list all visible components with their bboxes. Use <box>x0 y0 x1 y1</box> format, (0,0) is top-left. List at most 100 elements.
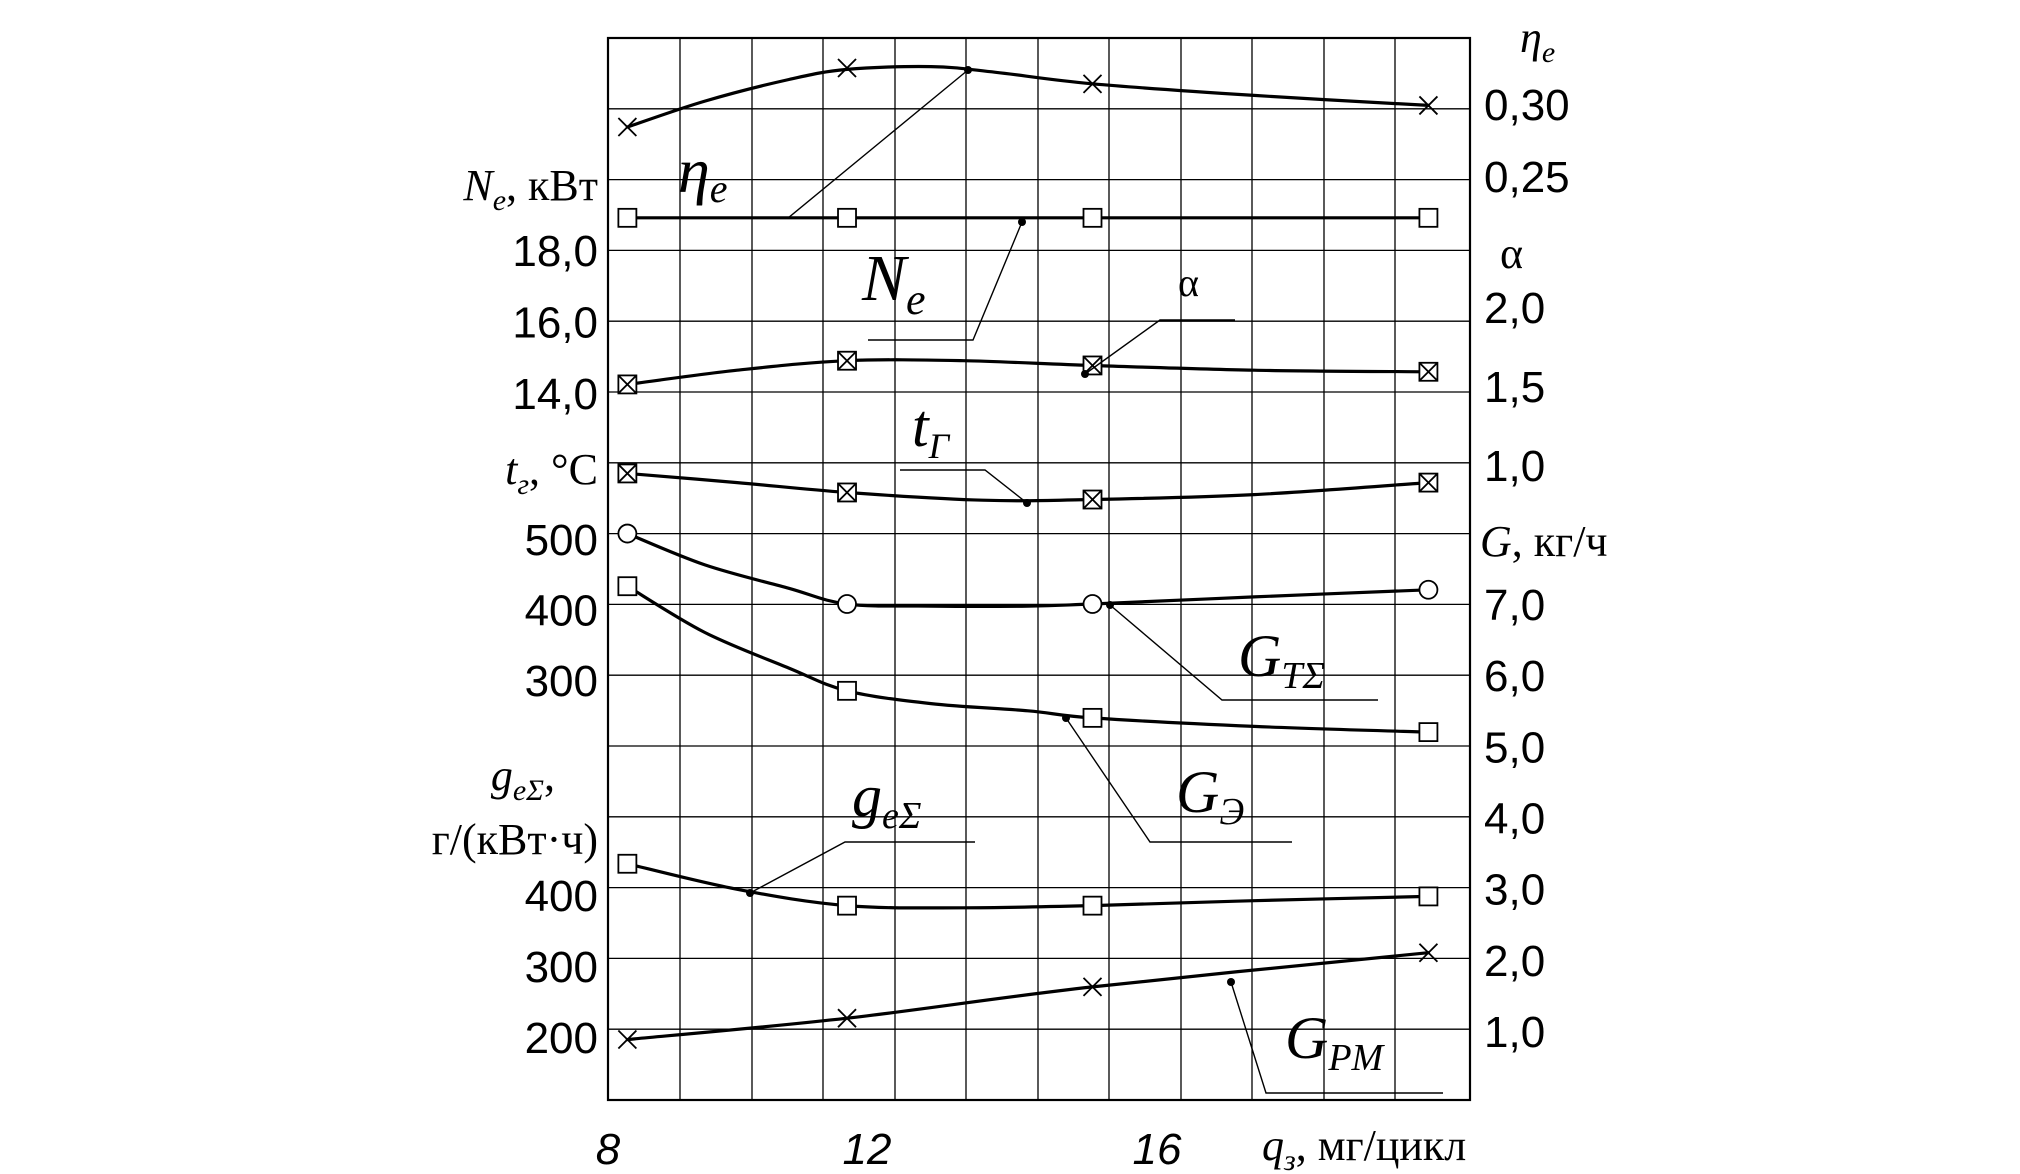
series-t_g <box>617 463 1439 510</box>
series-line-eta_e <box>625 64 1430 129</box>
leader-g-pm <box>1230 981 1443 1094</box>
leader-t-g <box>900 469 1028 504</box>
callout-dot-t-g <box>1023 499 1031 507</box>
right-tick-label: 5,0 <box>1484 723 1545 772</box>
series-alpha <box>617 350 1439 395</box>
callout-dot-g-es <box>746 889 754 897</box>
x-tick-label: 12 <box>843 1125 892 1174</box>
series-G_PM <box>617 943 1439 1050</box>
data-point-G_E <box>1418 722 1439 742</box>
grid <box>608 38 1470 1100</box>
data-point-g_eS <box>1082 895 1103 916</box>
x-axis-title: qз, мг/цикл <box>1262 1121 1466 1174</box>
x-axis-unit: , мг/цикл <box>1296 1121 1467 1170</box>
data-point-t_g <box>617 463 638 484</box>
series-label-eta-e: ηe <box>678 135 728 211</box>
left-axis-title-tg: tг, °С <box>505 445 598 501</box>
callout-dot-n-e <box>1018 218 1026 226</box>
right-tick-label: 7,0 <box>1484 581 1545 630</box>
series-label-g-e: GЭ <box>1176 759 1244 833</box>
left-tick-label: 16,0 <box>512 299 598 348</box>
data-point-N_e <box>1418 207 1439 228</box>
right-tick-label: 0,25 <box>1484 153 1570 202</box>
data-point-g_eS <box>617 853 638 874</box>
series-labels: ηe Ne α tГ GTΣ GЭ geΣ GPM <box>678 135 1386 1079</box>
data-point-g_eS <box>1418 886 1439 907</box>
right-axis-title-g: G, кг/ч <box>1480 517 1608 566</box>
left-axis-title-ne: Ne, кВт <box>462 161 598 217</box>
series-g_eS <box>617 853 1439 916</box>
data-point-eta_e <box>617 117 638 137</box>
right-tick-label: 1,5 <box>1484 363 1545 412</box>
series-label-g-es: geΣ <box>852 763 921 837</box>
data-point-G_PM <box>1418 943 1439 963</box>
series-line-G_E <box>625 584 1430 734</box>
data-point-G_TS <box>837 594 857 614</box>
right-tick-label: 0,30 <box>1484 81 1570 130</box>
x-axis: 8 12 16 qз, мг/цикл <box>596 1121 1467 1174</box>
data-point-alpha <box>617 374 638 395</box>
left-tick-label: 200 <box>525 1014 598 1063</box>
series-line-g_eS <box>625 862 1430 910</box>
left-tick-label: 400 <box>525 587 598 636</box>
right-tick-label: 1,0 <box>1484 442 1545 491</box>
data-point-N_e <box>617 207 638 228</box>
data-point-eta_e <box>1418 95 1439 116</box>
data-point-t_g <box>1418 472 1439 493</box>
right-tick-label: 1,0 <box>1484 1008 1545 1057</box>
data-point-G_E <box>617 576 638 597</box>
leader-g-e <box>1065 717 1292 843</box>
callout-dot-g-pm <box>1227 978 1235 986</box>
right-tick-label: 2,0 <box>1484 937 1545 986</box>
data-point-G_TS <box>1418 579 1439 600</box>
data-point-G_PM <box>617 1029 638 1050</box>
right-axes: ηe α G, кг/ч 0,30 0,25 2,0 1,5 1,0 7,0 6,0 5,0 4… <box>1480 13 1608 1057</box>
data-point-alpha <box>837 350 857 371</box>
series-line-G_PM <box>625 951 1430 1042</box>
right-tick-label: 4,0 <box>1484 795 1545 844</box>
data-point-t_g <box>1082 489 1103 510</box>
right-axis-title-alpha: α <box>1500 229 1523 278</box>
series-line-G_TS <box>625 531 1430 608</box>
data-point-alpha <box>1418 361 1439 382</box>
x-tick-label: 8 <box>596 1125 621 1174</box>
right-tick-label: 6,0 <box>1484 652 1545 701</box>
left-tick-label: 300 <box>525 657 598 706</box>
series-label-alpha: α <box>1178 260 1199 305</box>
data-point-G_PM <box>1082 977 1103 997</box>
x-axis-symbol: q <box>1262 1121 1284 1170</box>
data-point-G_TS <box>617 523 638 544</box>
data-point-G_TS <box>1082 594 1103 614</box>
data-point-G_PM <box>837 1008 857 1028</box>
plot-frame <box>606 36 1472 1102</box>
data-point-G_E <box>837 680 857 701</box>
data-point-N_e <box>837 207 857 228</box>
callout-dot-alpha <box>1081 370 1089 378</box>
series-eta_e <box>617 58 1439 137</box>
series-line-t_g <box>625 471 1430 503</box>
callout-dot-g-e <box>1062 714 1070 722</box>
x-tick-label: 16 <box>1133 1125 1182 1174</box>
data-point-eta_e <box>1082 74 1103 94</box>
series-label-g-pm: GPM <box>1285 1005 1386 1079</box>
series-G_E <box>617 576 1439 742</box>
leader-g-es <box>749 841 975 894</box>
right-tick-label: 3,0 <box>1484 866 1545 915</box>
left-tick-label: 300 <box>525 943 598 992</box>
x-axis-sub: з <box>1283 1144 1296 1174</box>
series-label-g-ts: GTΣ <box>1238 623 1325 697</box>
data-point-G_E <box>1082 707 1103 728</box>
callouts <box>665 66 1443 1094</box>
series-label-n-e: Ne <box>861 242 926 324</box>
callout-dot-eta-e <box>964 66 972 74</box>
leader-g-ts <box>1109 604 1378 701</box>
data-point-t_g <box>837 482 857 503</box>
left-tick-label: 14,0 <box>512 370 598 419</box>
leader-n-e <box>868 221 1023 341</box>
callout-dot-g-ts <box>1106 601 1114 609</box>
leader-eta-e <box>665 69 969 219</box>
left-tick-label: 500 <box>525 516 598 565</box>
right-axis-title-eta: ηe <box>1520 13 1555 69</box>
data-point-g_eS <box>837 895 857 916</box>
data-point-eta_e <box>837 58 857 78</box>
